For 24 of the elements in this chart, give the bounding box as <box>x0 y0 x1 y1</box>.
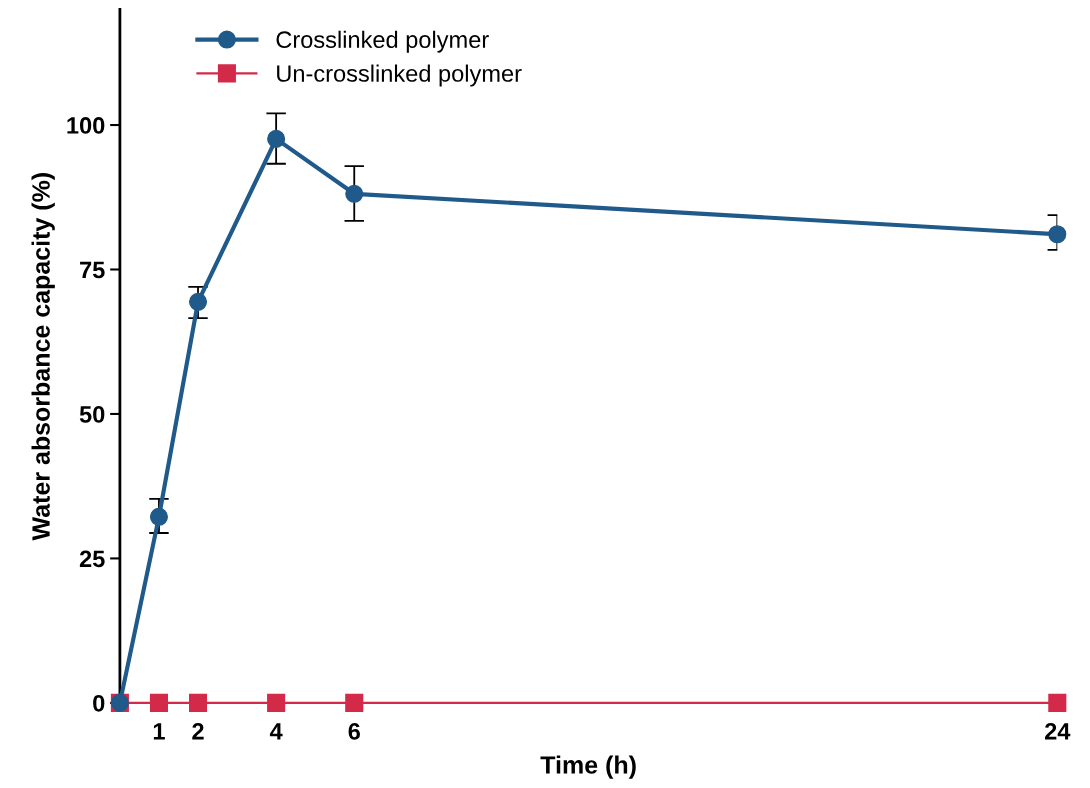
point <box>345 184 364 203</box>
point <box>345 693 364 712</box>
point <box>267 129 286 148</box>
x-tick-label: 4 <box>269 723 283 740</box>
point <box>188 292 208 311</box>
point <box>188 693 208 712</box>
y-axis-title: Water absorbance capacity (%) <box>31 173 55 541</box>
point <box>149 693 168 712</box>
x-tick-label: 6 <box>348 722 360 740</box>
x-tick-label: 2 <box>192 722 204 740</box>
y-tick-label: 75 <box>80 261 105 279</box>
point <box>1048 693 1067 712</box>
legend-label: Crosslinked polymer <box>276 30 489 53</box>
y-tick-label: 25 <box>79 550 105 568</box>
point <box>149 507 168 526</box>
x-axis-title: Time (h) <box>540 755 636 779</box>
point <box>1048 225 1067 244</box>
legend-label: Un-crosslinked polymer <box>277 64 522 87</box>
x-tick-label: 24 <box>1044 722 1071 740</box>
y-tick-label: 50 <box>79 406 105 423</box>
point <box>267 693 286 712</box>
y-tick-label: 100 <box>67 117 105 134</box>
y-tick-label: 0 <box>93 694 105 712</box>
x-tick-label: 1 <box>153 723 165 740</box>
